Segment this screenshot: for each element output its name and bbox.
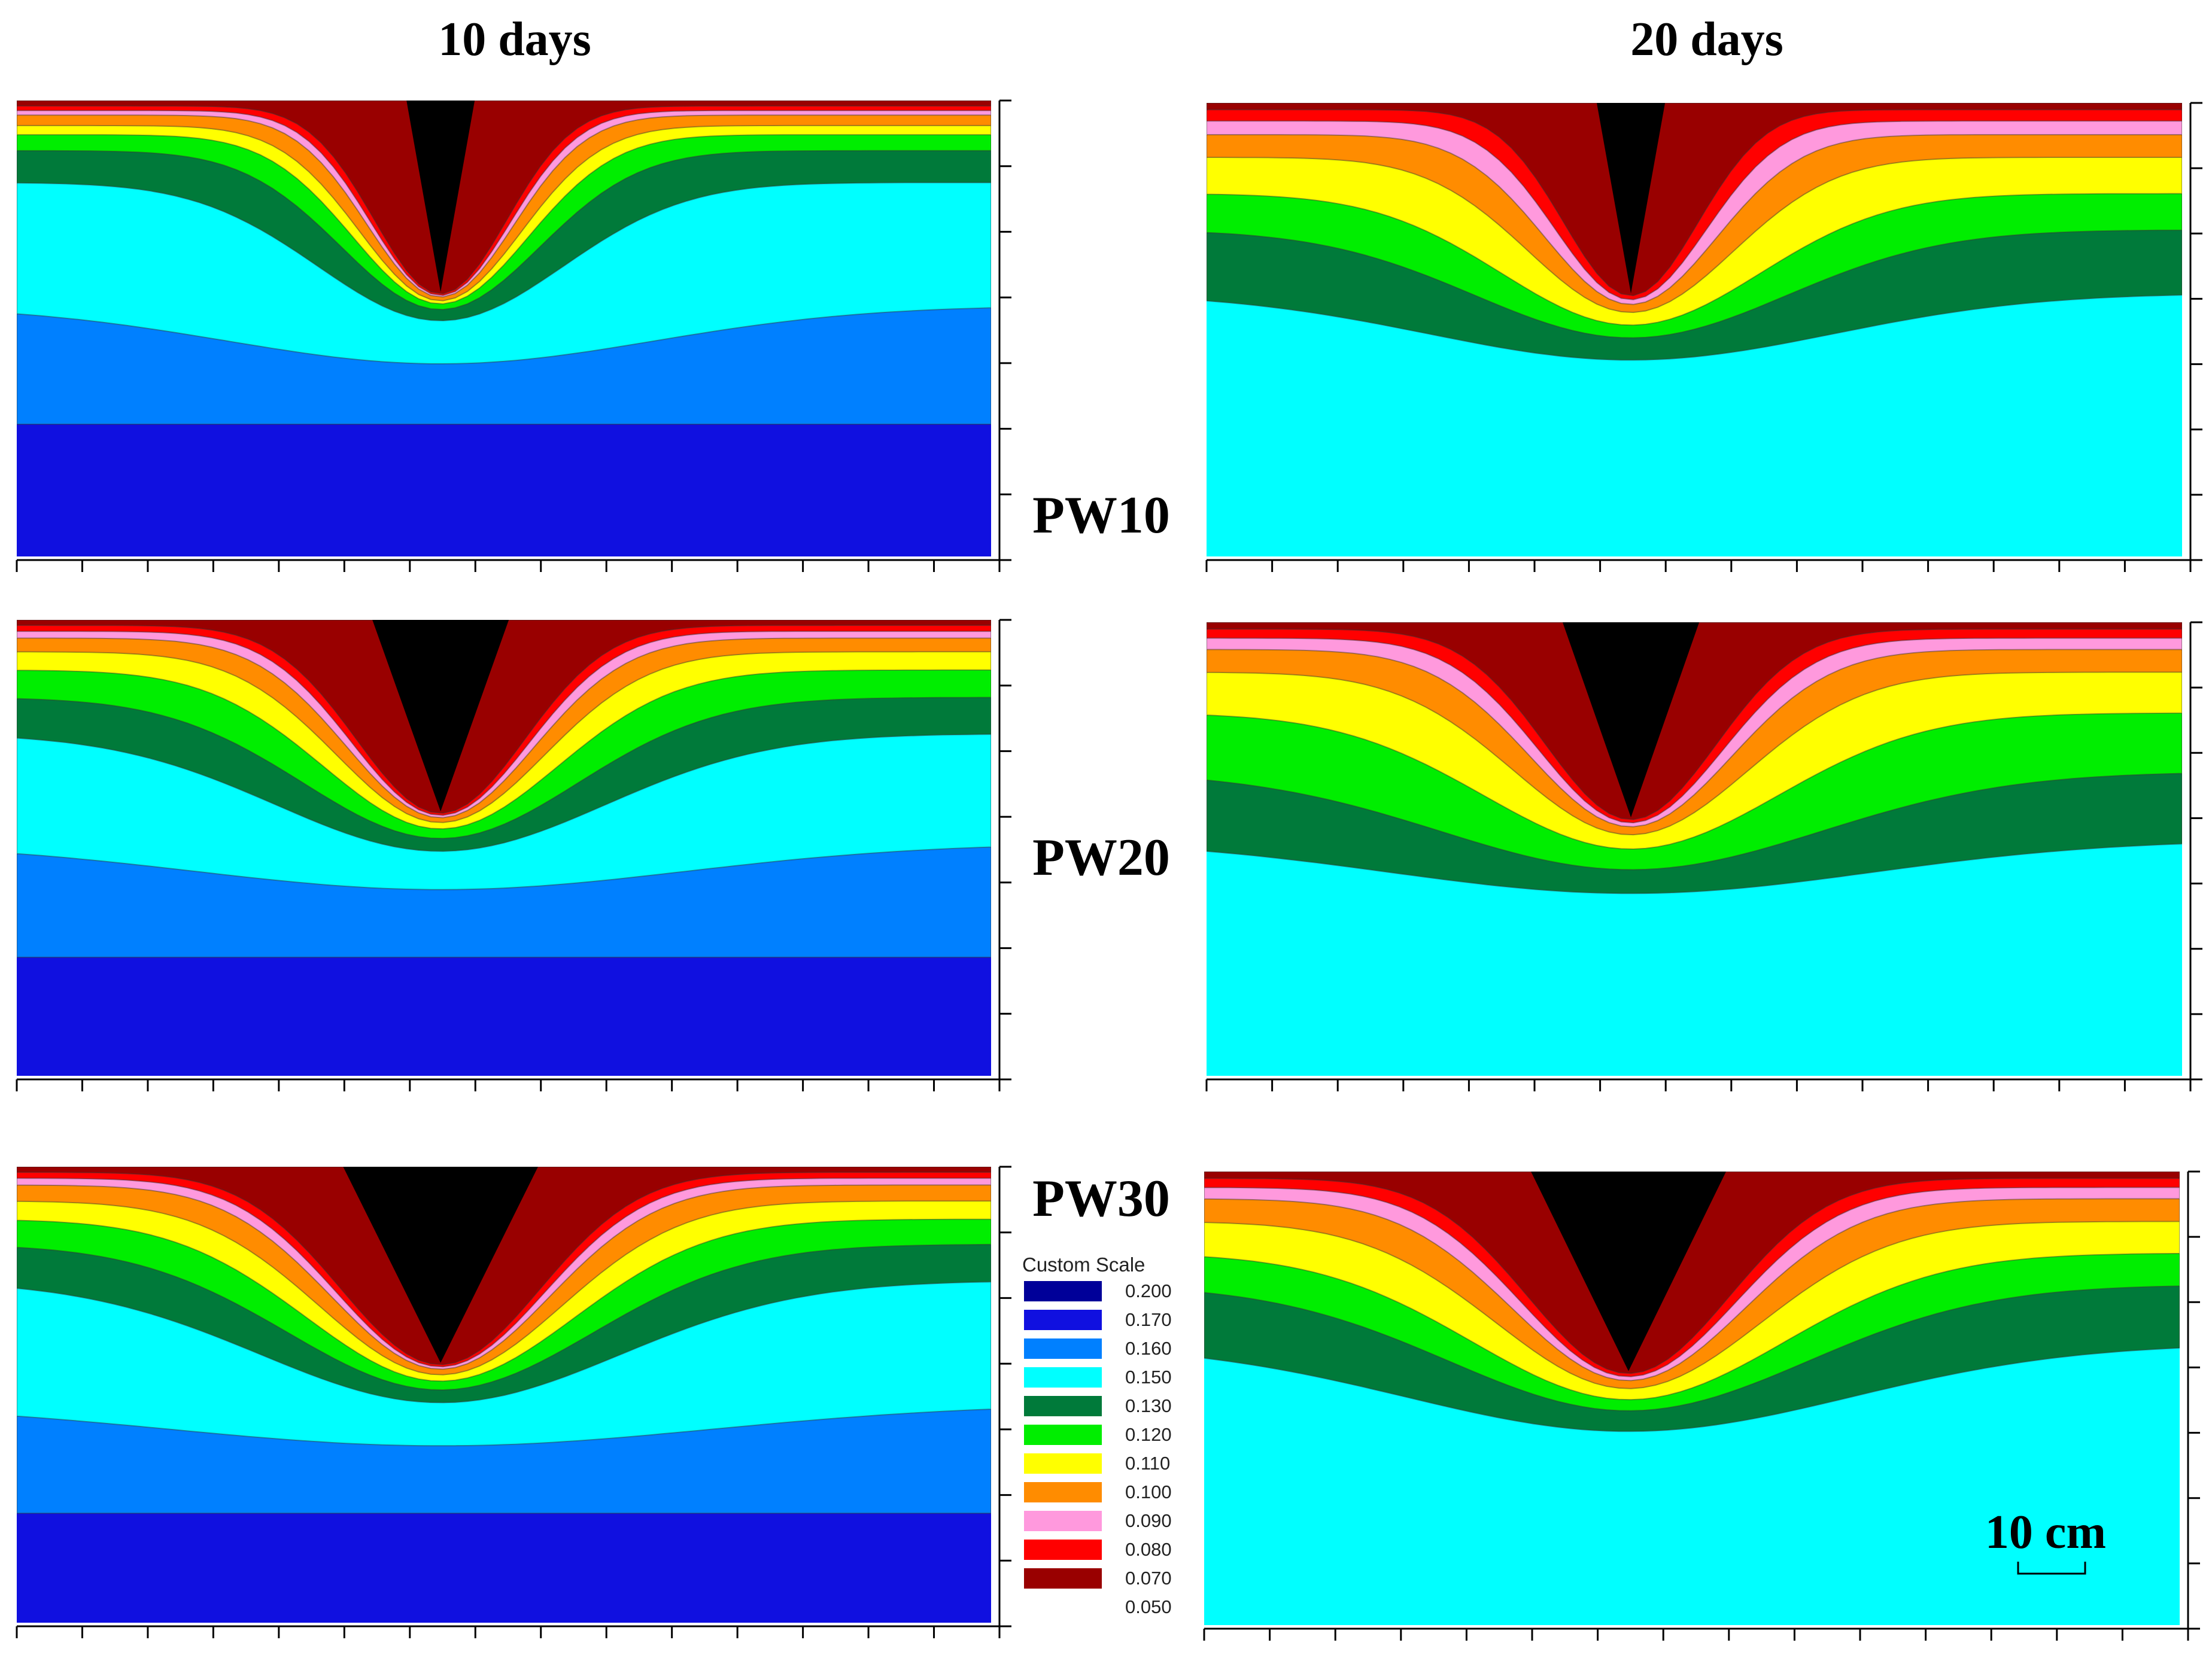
legend-swatch — [1023, 1510, 1103, 1532]
legend-value: 0.170 — [1125, 1309, 1172, 1330]
scale-bar-line — [2017, 1562, 2086, 1575]
color-legend: Custom Scale 0.200 0.170 0.160 0.150 0.130 0.… — [1022, 1254, 1172, 1617]
legend-swatch — [1023, 1395, 1103, 1417]
panels-group — [16, 99, 2202, 1641]
legend-title: Custom Scale — [1022, 1254, 1145, 1276]
soil-layer — [17, 1167, 991, 1365]
contour-panel-pw20-10-days — [16, 619, 1011, 1091]
legend-value: 0.100 — [1125, 1481, 1172, 1502]
soil-layer — [1207, 103, 2182, 297]
legend-value: 0.150 — [1125, 1367, 1172, 1388]
legend-value: 0.120 — [1125, 1424, 1172, 1445]
column-title-10-days: 10 days — [438, 13, 591, 66]
scale-bar-label: 10 cm — [1985, 1506, 2106, 1559]
furrow-wedge — [1562, 622, 1700, 817]
legend-swatch — [1023, 1366, 1103, 1389]
row-label-pw30: PW30 — [1032, 1170, 1170, 1228]
legend-swatch — [1023, 1337, 1103, 1360]
soil-layer — [1207, 622, 2182, 820]
furrow-wedge — [372, 620, 509, 812]
contour-panel-pw10-10-days — [16, 99, 1011, 572]
soil-layer — [17, 620, 991, 814]
contour-panel-pw10-20-days — [1205, 102, 2202, 572]
contour-panel-pw30-20-days — [1203, 1170, 2200, 1641]
legend-value: 0.200 — [1125, 1280, 1172, 1301]
legend-swatch — [1023, 1280, 1103, 1303]
row-label-pw10: PW10 — [1032, 486, 1170, 544]
legend-value: 0.080 — [1125, 1539, 1172, 1560]
legend-swatch — [1023, 1423, 1103, 1446]
legend-value: 0.160 — [1125, 1338, 1172, 1359]
legend-swatch — [1023, 1452, 1103, 1475]
contour-panel-pw30-10-days — [16, 1166, 1011, 1638]
legend-swatch — [1023, 1481, 1103, 1504]
scale-bar: 10 cm — [1985, 1506, 2106, 1575]
column-title-20-days: 20 days — [1630, 13, 1783, 66]
legend-value: 0.090 — [1125, 1510, 1172, 1531]
contour-panel-pw20-20-days — [1205, 621, 2202, 1091]
legend-value: 0.110 — [1125, 1453, 1170, 1474]
soil-layer — [1204, 1172, 2180, 1374]
furrow-wedge — [1597, 103, 1666, 294]
legend-value: 0.070 — [1125, 1568, 1172, 1589]
legend-swatch — [1023, 1567, 1103, 1590]
legend-value: 0.130 — [1125, 1395, 1172, 1416]
furrow-wedge — [1531, 1172, 1727, 1371]
furrow-wedge — [343, 1167, 538, 1363]
soil-layer — [17, 101, 991, 295]
row-label-pw20: PW20 — [1032, 829, 1170, 887]
furrow-wedge — [406, 101, 475, 293]
legend-swatch — [1023, 1538, 1103, 1561]
legend-swatch — [1023, 1309, 1103, 1331]
legend-value: 0.050 — [1125, 1596, 1172, 1617]
